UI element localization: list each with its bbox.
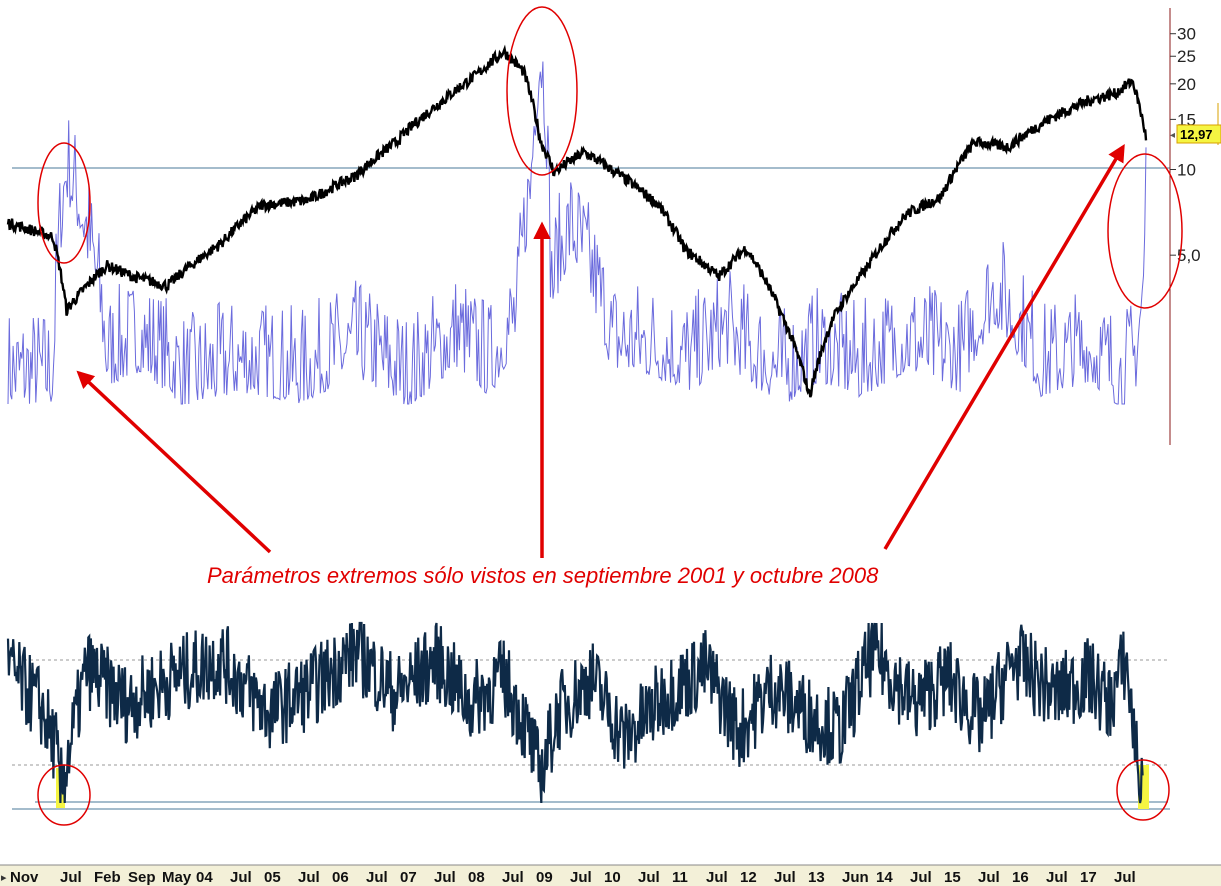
current-value-box — [1176, 124, 1221, 144]
y-tick-label: 10 — [1177, 161, 1196, 180]
current-value-badge: 12,97 ◂ — [1170, 124, 1221, 144]
x-tick-label: Jul — [1114, 869, 1136, 886]
circle-2008-spike — [506, 6, 578, 176]
x-tick-label: May — [162, 869, 192, 886]
x-tick-label: Jul — [434, 869, 456, 886]
y-tick-label: 30 — [1177, 25, 1196, 44]
x-tick-label: Jul — [298, 869, 320, 886]
y-tick-label: 25 — [1177, 47, 1196, 66]
x-axis-bar — [0, 865, 1221, 886]
y-tick-label: 5,0 — [1177, 246, 1201, 265]
x-tick-label: Jul — [570, 869, 592, 886]
x-tick-label: Jul — [910, 869, 932, 886]
x-tick-label: 17 — [1080, 869, 1097, 886]
x-tick-label: Jul — [638, 869, 660, 886]
circle-2001-oscillator — [37, 764, 91, 826]
volatility-line — [7, 61, 1147, 405]
circle-2001-spike — [37, 142, 91, 264]
y-tick-label: 20 — [1177, 75, 1196, 94]
x-tick-label: 08 — [468, 869, 485, 886]
x-tick-label: Jul — [366, 869, 388, 886]
scroll-left-icon[interactable]: ▸ — [1, 872, 7, 884]
x-tick-label: Jul — [774, 869, 796, 886]
annotation-text: Parámetros extremos sólo vistos en septi… — [207, 563, 879, 588]
x-tick-label: Jul — [60, 869, 82, 886]
arrow-to-2017 — [883, 143, 1125, 550]
x-tick-label: 16 — [1012, 869, 1029, 886]
oscillator-series — [6, 621, 1144, 804]
x-tick-label: Jul — [978, 869, 1000, 886]
x-tick-label: Feb — [94, 869, 121, 886]
x-tick-label: Jul — [706, 869, 728, 886]
x-tick-label: 13 — [808, 869, 825, 886]
x-tick-label: Sep — [128, 869, 156, 886]
x-tick-label: 06 — [332, 869, 349, 886]
x-tick-label: 09 — [536, 869, 553, 886]
current-value-arrow: ◂ — [1170, 130, 1175, 141]
x-tick-label: Nov — [10, 869, 39, 886]
x-tick-label: 11 — [672, 869, 688, 886]
x-tick-label: 05 — [264, 869, 281, 886]
circle-2017-spike — [1107, 153, 1183, 309]
oscillator-line — [6, 621, 1144, 804]
x-tick-label: Jul — [502, 869, 524, 886]
current-value-label: 12,97 — [1180, 127, 1213, 142]
x-tick-label: Jun — [842, 869, 869, 886]
price-line — [6, 44, 1148, 398]
volatility-series — [7, 61, 1147, 405]
price-series — [6, 44, 1148, 398]
x-axis-ticks: Nov Jul Feb Sep May 04 Jul 05 Jul 06 Jul 07 Jul 08 Jul… — [10, 869, 1136, 886]
x-tick-label: 04 — [196, 869, 213, 886]
x-tick-label: 12 — [740, 869, 757, 886]
x-tick-label: 10 — [604, 869, 621, 886]
arrow-to-2001 — [76, 370, 272, 554]
x-tick-label: Jul — [230, 869, 252, 886]
x-tick-label: 07 — [400, 869, 417, 886]
x-tick-label: 15 — [944, 869, 961, 886]
x-tick-label: Jul — [1046, 869, 1068, 886]
highlight-2017 — [1138, 765, 1149, 809]
circle-2017-oscillator — [1116, 759, 1170, 821]
x-tick-label: 14 — [876, 869, 893, 886]
